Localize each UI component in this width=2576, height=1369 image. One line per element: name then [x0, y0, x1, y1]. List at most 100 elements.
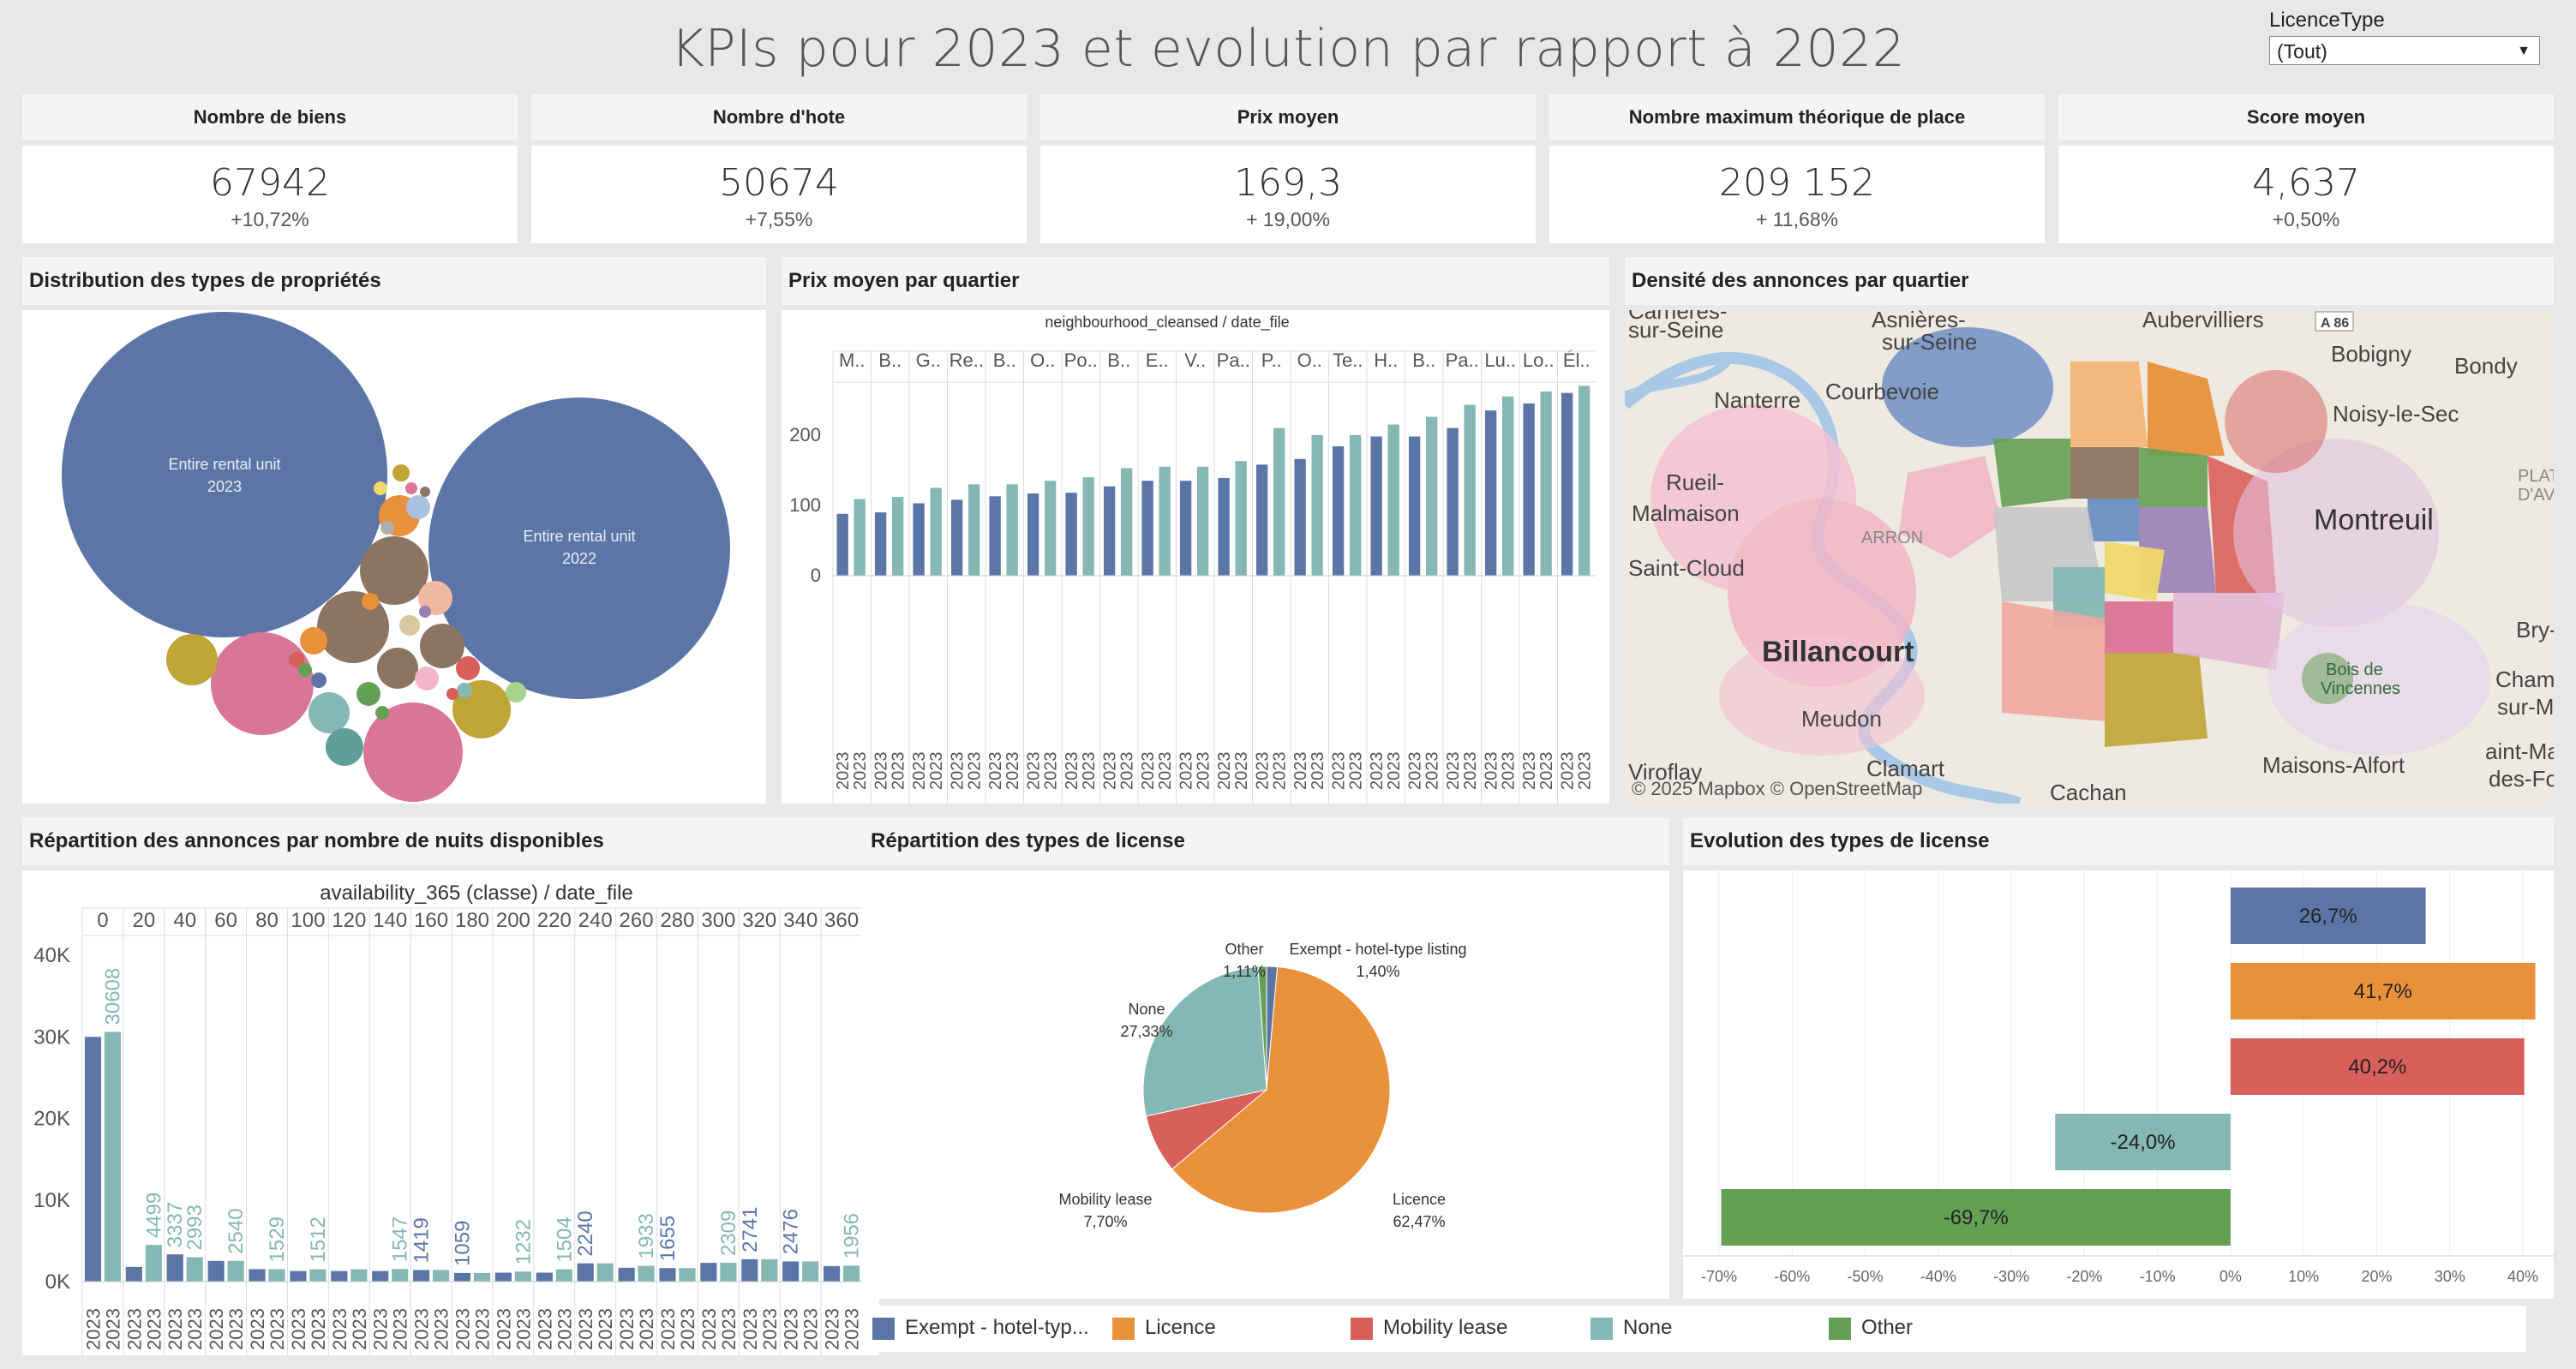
- legend-item-none[interactable]: None: [1591, 1316, 1672, 1340]
- bubble-teal-1[interactable]: [309, 692, 350, 733]
- availability-bar[interactable]: [249, 1269, 266, 1282]
- bubble-brown-3[interactable]: [420, 624, 464, 668]
- price-by-neighbourhood-chart[interactable]: neighbourhood_cleansed / date_file 0 100 20…: [782, 310, 1609, 804]
- evolution-bar[interactable]: [1721, 1189, 2231, 1246]
- price-bar[interactable]: [1082, 477, 1094, 576]
- availability-bar[interactable]: [309, 1269, 326, 1282]
- price-bar[interactable]: [874, 512, 887, 576]
- price-bar[interactable]: [1027, 493, 1039, 576]
- availability-bar[interactable]: [268, 1269, 285, 1282]
- price-bar[interactable]: [1044, 481, 1057, 576]
- availability-bar[interactable]: [659, 1268, 676, 1282]
- bubble-brown-1[interactable]: [360, 536, 428, 605]
- availability-bar[interactable]: [372, 1270, 389, 1282]
- bubble-teal-tiny[interactable]: [457, 683, 472, 698]
- price-bar[interactable]: [1349, 434, 1362, 576]
- price-bar[interactable]: [1578, 386, 1591, 576]
- price-bar[interactable]: [1255, 464, 1268, 576]
- bubble-red-tiny-2[interactable]: [446, 688, 458, 700]
- availability-bar[interactable]: [494, 1272, 512, 1282]
- price-bar[interactable]: [1370, 436, 1382, 576]
- availability-bar[interactable]: [700, 1263, 717, 1282]
- price-bar[interactable]: [1387, 424, 1399, 576]
- price-bar[interactable]: [1103, 486, 1116, 576]
- availability-bar[interactable]: [638, 1265, 655, 1282]
- availability-bar[interactable]: [536, 1272, 553, 1282]
- bubble-blue-small[interactable]: [406, 495, 430, 519]
- legend-item-mobility[interactable]: Mobility lease: [1351, 1316, 1507, 1340]
- licence-type-filter[interactable]: (Tout) ▼: [2269, 36, 2540, 65]
- price-bar[interactable]: [836, 513, 848, 576]
- availability-bar[interactable]: [207, 1260, 225, 1282]
- chevron-down-icon[interactable]: ▼: [2517, 44, 2531, 58]
- bubble-green-tiny-2[interactable]: [375, 706, 389, 720]
- licence-pie-chart[interactable]: Exempt - hotel-type listing 1,40% Licence 6…: [864, 870, 1669, 1299]
- price-bar[interactable]: [1311, 434, 1323, 576]
- density-map[interactable]: Carrières- sur-Seine Asnières- sur-Seine…: [1625, 310, 2554, 804]
- availability-chart[interactable]: availability_365 (classe) / date_file 0K 1…: [22, 870, 879, 1355]
- bubble-entire-rental-2022[interactable]: [428, 398, 730, 699]
- bubble-orange-small[interactable]: [300, 627, 327, 655]
- price-bar[interactable]: [1159, 466, 1171, 576]
- bubble-gray-tiny[interactable]: [380, 521, 394, 535]
- availability-bar[interactable]: [392, 1269, 409, 1282]
- price-bar[interactable]: [1501, 396, 1514, 576]
- availability-bar[interactable]: [453, 1272, 471, 1282]
- price-bar[interactable]: [1196, 466, 1209, 576]
- price-bar[interactable]: [1218, 477, 1230, 576]
- availability-bar[interactable]: [679, 1268, 696, 1282]
- price-bar[interactable]: [1179, 481, 1192, 576]
- availability-bar[interactable]: [802, 1261, 819, 1282]
- bubble-orange-tiny[interactable]: [362, 593, 379, 610]
- bubble-green-tiny[interactable]: [298, 663, 312, 677]
- availability-bar[interactable]: [473, 1272, 491, 1282]
- evolution-bar[interactable]: [2230, 963, 2536, 1019]
- bubble-tan-small[interactable]: [399, 615, 420, 636]
- price-bar[interactable]: [1447, 427, 1459, 576]
- bubble-brown-4[interactable]: [377, 648, 418, 689]
- availability-bar[interactable]: [720, 1263, 737, 1282]
- legend-item-licence[interactable]: Licence: [1112, 1316, 1216, 1340]
- bubble-purple-tiny[interactable]: [419, 606, 431, 618]
- availability-bar[interactable]: [433, 1270, 450, 1282]
- price-bar[interactable]: [854, 499, 866, 576]
- bubble-mustard[interactable]: [166, 634, 218, 685]
- price-bar[interactable]: [1065, 493, 1077, 576]
- price-bar[interactable]: [930, 487, 942, 576]
- price-bar[interactable]: [1484, 410, 1497, 576]
- bubble-pink-large-2[interactable]: [363, 702, 463, 802]
- availability-bar[interactable]: [350, 1269, 368, 1282]
- price-bar[interactable]: [1141, 481, 1153, 576]
- price-bar[interactable]: [1464, 404, 1476, 576]
- availability-bar[interactable]: [823, 1265, 841, 1282]
- price-bar[interactable]: [913, 503, 925, 576]
- price-bar[interactable]: [1425, 416, 1438, 576]
- evolution-bar[interactable]: [2230, 1038, 2525, 1095]
- bubble-yellow-tiny[interactable]: [374, 481, 387, 495]
- price-bar[interactable]: [891, 497, 904, 576]
- availability-bar[interactable]: [125, 1266, 142, 1282]
- bubble-mustard-small[interactable]: [392, 464, 410, 481]
- availability-bar[interactable]: [166, 1254, 183, 1282]
- pie-slice[interactable]: [1142, 965, 1267, 1117]
- availability-bar[interactable]: [577, 1263, 594, 1282]
- price-bar[interactable]: [1408, 436, 1421, 576]
- pie-slice[interactable]: [1171, 966, 1391, 1214]
- availability-bar[interactable]: [331, 1270, 348, 1282]
- pie-slice[interactable]: [1257, 965, 1267, 1091]
- bubble-green-small[interactable]: [356, 682, 380, 706]
- bubble-teal-2[interactable]: [326, 728, 363, 766]
- bubble-pink-tiny[interactable]: [405, 482, 417, 494]
- bubble-blue-tiny[interactable]: [311, 673, 326, 688]
- price-bar[interactable]: [1006, 484, 1018, 576]
- availability-bar[interactable]: [290, 1270, 307, 1282]
- licence-evolution-chart[interactable]: -70% -60% -50% -40% -30% -20% -10% 0% 10% 20% 30% 4…: [1683, 870, 2554, 1299]
- price-bar[interactable]: [989, 496, 1001, 576]
- availability-bar[interactable]: [514, 1271, 531, 1282]
- bubble-red-small[interactable]: [456, 656, 480, 680]
- availability-bar[interactable]: [227, 1260, 244, 1282]
- availability-bar[interactable]: [741, 1258, 758, 1282]
- availability-bar[interactable]: [618, 1267, 635, 1282]
- bubble-brown-tiny[interactable]: [420, 487, 430, 497]
- bubble-pink-large[interactable]: [211, 632, 314, 735]
